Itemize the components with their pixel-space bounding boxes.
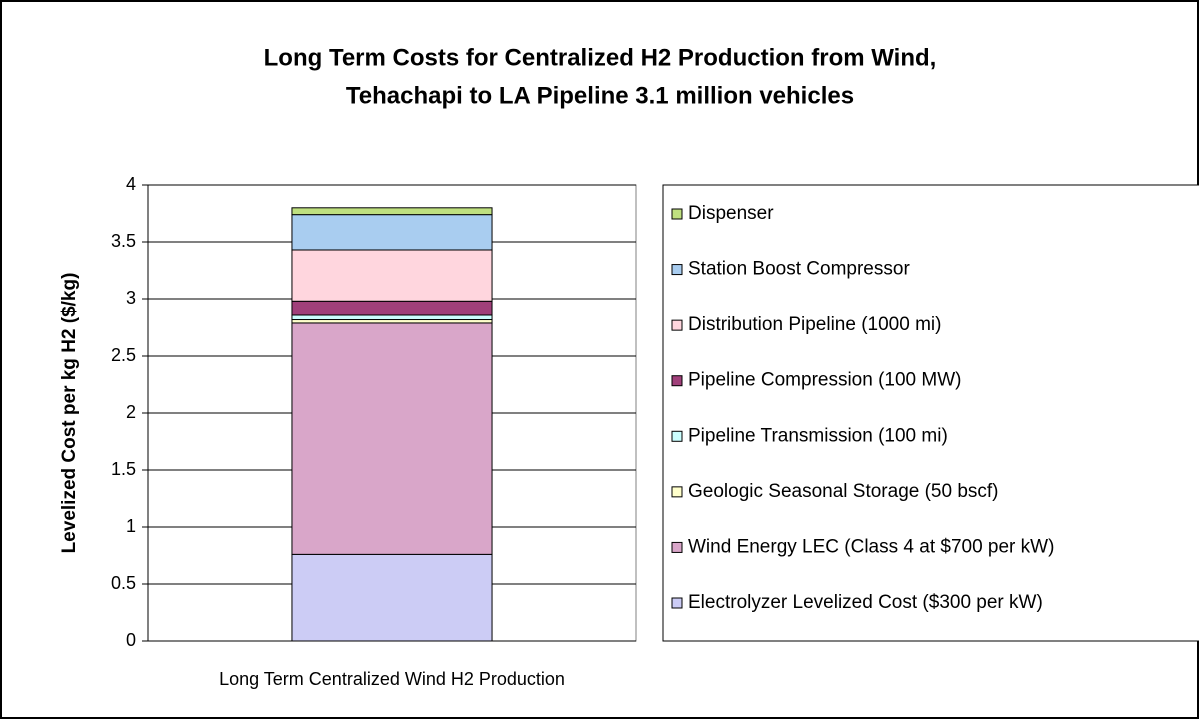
legend-swatch <box>671 375 683 387</box>
y-tick-label: 2.5 <box>111 345 136 365</box>
y-tick-label: 2 <box>126 402 136 422</box>
legend-label: Station Boost Compressor <box>688 259 910 280</box>
chart-title: Long Term Costs for Centralized H2 Produ… <box>264 44 937 71</box>
y-tick-label: 1 <box>126 516 136 536</box>
legend-label: Dispenser <box>688 203 774 224</box>
legend <box>662 184 1199 642</box>
y-axis-label: Levelized Cost per kg H2 ($/kg) <box>59 273 80 554</box>
y-tick-label: 0.5 <box>111 573 136 593</box>
legend-label: Electrolyzer Levelized Cost ($300 per kW… <box>688 592 1043 613</box>
legend-swatch <box>671 430 683 442</box>
legend-swatch <box>671 597 683 609</box>
y-tick-label: 1.5 <box>111 459 136 479</box>
bar-segment <box>291 319 493 324</box>
legend-swatch <box>671 319 683 331</box>
legend-swatch <box>671 264 683 276</box>
chart-title: Tehachapi to LA Pipeline 3.1 million veh… <box>346 82 854 109</box>
legend-label: Wind Energy LEC (Class 4 at $700 per kW) <box>688 536 1054 557</box>
bar-segment <box>291 249 493 302</box>
legend-swatch <box>671 486 683 498</box>
legend-label: Distribution Pipeline (1000 mi) <box>688 314 941 335</box>
legend-label: Pipeline Transmission (100 mi) <box>688 425 948 446</box>
legend-swatch <box>671 541 683 553</box>
bar-segment <box>291 553 493 642</box>
bar-segment <box>291 314 493 321</box>
y-tick-label: 3 <box>126 288 136 308</box>
x-tick-label: Long Term Centralized Wind H2 Production <box>219 669 565 689</box>
bar-segment <box>291 300 493 316</box>
legend-label: Pipeline Compression (100 MW) <box>688 370 962 391</box>
bar-segment <box>291 214 493 251</box>
y-tick-label: 3.5 <box>111 231 136 251</box>
y-tick-label: 4 <box>126 174 136 194</box>
legend-swatch <box>671 208 683 220</box>
y-tick-label: 0 <box>126 630 136 650</box>
bar-segment <box>291 322 493 555</box>
bar-segment <box>291 207 493 216</box>
legend-label: Geologic Seasonal Storage (50 bscf) <box>688 481 999 502</box>
